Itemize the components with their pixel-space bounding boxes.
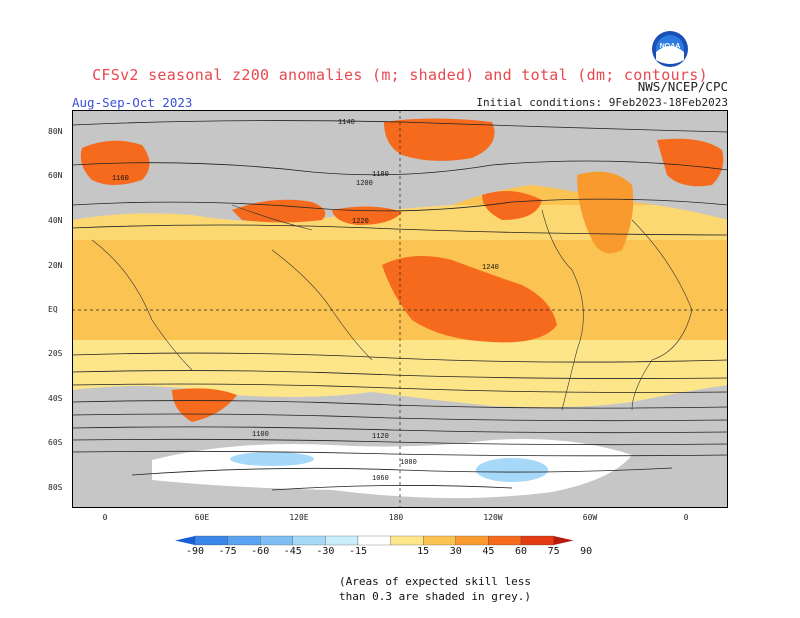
colorbar-label: 30: [449, 546, 462, 557]
colorbar-label: -75: [218, 546, 237, 557]
svg-text:NOAA: NOAA: [660, 43, 681, 50]
colorbar-arrow-left: [175, 536, 195, 545]
contour-label: 1160: [112, 175, 129, 183]
lat-label: 80N: [48, 127, 63, 136]
colorbar-label: 45: [482, 546, 495, 557]
colorbar-label: -90: [185, 546, 205, 557]
colorbar-cell: [390, 535, 424, 546]
lon-label: 120E: [289, 513, 309, 522]
colorbar-cell: [423, 535, 456, 546]
colorbar-cell: [260, 535, 293, 546]
colorbar-label: 60: [514, 546, 528, 557]
colorbar: [175, 535, 574, 546]
anomaly-map: 1140 1160 1180 1200 1220 1240 1120 1100 …: [72, 110, 728, 508]
contour-label: 1240: [482, 264, 499, 272]
lon-label: 60E: [194, 513, 210, 522]
colorbar-cell: [488, 535, 522, 546]
lat-label: 40S: [48, 394, 63, 403]
lon-label: 0: [683, 513, 689, 522]
colorbar-label: -30: [316, 546, 335, 557]
colorbar-label: 90: [580, 546, 593, 557]
colorbar-label: -15: [348, 546, 368, 557]
contour-label: 1220: [352, 218, 369, 226]
skill-note-line1: (Areas of expected skill less: [338, 575, 532, 588]
contour-label: 1060: [372, 475, 389, 483]
colorbar-cell: [325, 535, 359, 546]
colorbar-label: -60: [251, 546, 270, 557]
lon-label: 180: [388, 513, 404, 522]
colorbar-label: 75: [547, 546, 560, 557]
map-title: CFSv2 seasonal z200 anomalies (m; shaded…: [92, 66, 708, 84]
initial-conditions-label: Initial conditions: 9Feb2023-18Feb2023: [476, 96, 728, 109]
contour-label: 1100: [252, 431, 269, 439]
colorbar-cell: [292, 535, 326, 546]
lat-label: 40N: [48, 216, 63, 225]
season-label: Aug-Sep-Oct 2023: [72, 95, 193, 110]
contour-label: 1080: [400, 459, 417, 467]
lat-label: 80S: [48, 483, 63, 492]
lon-label: 0: [102, 513, 108, 522]
contour-label: 1200: [356, 180, 373, 188]
colorbar-cell: [455, 535, 489, 546]
colorbar-cell: [227, 535, 261, 546]
lon-label: 60W: [582, 513, 598, 522]
lat-label: 60N: [48, 171, 63, 180]
colorbar-cell: [357, 535, 391, 546]
colorbar-arrow-right: [553, 536, 574, 545]
colorbar-label: -45: [283, 546, 302, 557]
contour-label: 1120: [372, 433, 389, 441]
contour-label: 1180: [372, 171, 389, 179]
colorbar-cell: [520, 535, 554, 546]
skill-note-line2: than 0.3 are shaded in grey.): [338, 590, 532, 603]
noaa-logo: NOAA: [652, 31, 688, 67]
lat-label: 20S: [48, 349, 63, 358]
contour-label: 1140: [338, 119, 355, 127]
source-label: NWS/NCEP/CPC: [637, 79, 728, 94]
lon-label: 120W: [483, 513, 503, 522]
colorbar-cell: [194, 535, 228, 546]
lat-label: EQ: [48, 305, 58, 314]
lat-label: 20N: [48, 261, 63, 270]
colorbar-label: 15: [417, 546, 430, 557]
lat-label: 60S: [48, 438, 63, 447]
